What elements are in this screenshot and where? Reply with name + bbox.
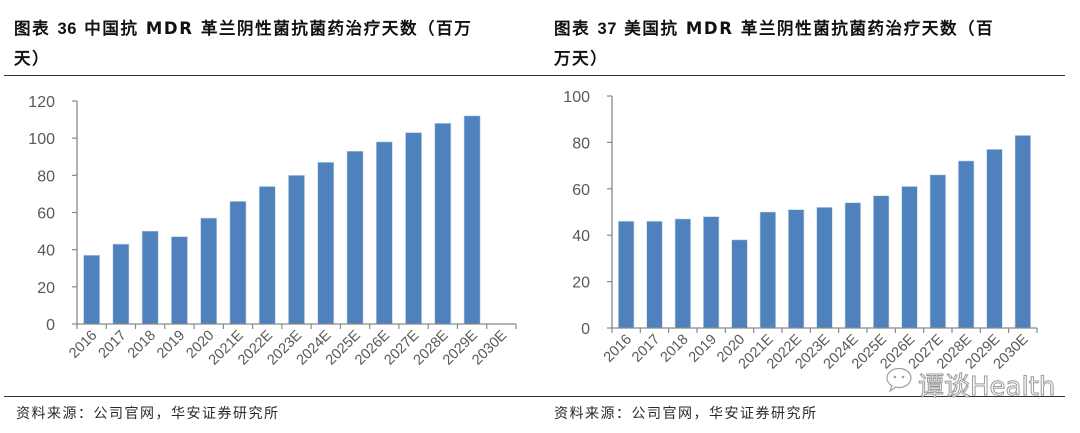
left-figure-title: 图表 36 中国抗 MDR 革兰阴性菌抗菌药治疗天数（百万 天） [14,14,472,73]
right-y-tick-label: 0 [581,321,590,338]
left-y-tick-label: 40 [37,243,55,260]
left-x-tick-label: 2016 [66,328,100,362]
right-bar-2020 [731,239,748,329]
left-bar-2022E [258,186,276,325]
right-bar-2017 [646,220,663,329]
right-bar-2021E [759,211,776,329]
left-bar-2025E [346,150,364,325]
left-y-tick-label: 60 [37,206,55,223]
right-title-prefix: 图表 [554,19,598,38]
right-y-tick-label: 100 [563,89,590,106]
right-title-number: 37 [597,20,617,38]
right-bar-chart: 020406080100201620172018201920202021E202… [563,89,1038,372]
left-title-number: 36 [57,20,77,38]
right-y-tick-label: 20 [572,275,590,292]
right-figure-panel: 图表 37 美国抗 MDR 革兰阴性菌抗菌药治疗天数（百 万天） 0 20 40 60… [540,0,1080,433]
right-bar-2028E [958,160,975,329]
right-bar-2025E [873,195,890,329]
right-bar-2027E [929,174,946,329]
right-title-line1: 图表 37 美国抗 MDR 革兰阴性菌抗菌药治疗天数（百 [554,14,994,44]
left-bar-chart: 020406080100120201620172018201920202021E… [28,94,517,368]
right-bottom-divider [540,396,1065,397]
right-y-tick-label: 60 [572,182,590,199]
left-x-tick-label: 2018 [125,328,159,362]
left-bar-2019 [171,236,188,325]
left-bar-2029E [463,115,481,325]
left-bar-2018 [141,230,159,325]
left-title-prefix: 图表 [14,19,58,38]
right-bar-2024E [844,202,861,329]
left-bar-2023E [288,175,305,325]
left-y-tick-label: 20 [37,280,55,297]
left-bar-2020 [200,217,218,325]
left-title-text: 中国抗 MDR 革兰阴性菌抗菌药治疗天数（百万 [76,19,473,38]
right-y-tick-label: 80 [572,135,590,152]
left-bottom-divider [4,396,540,397]
left-source-note: 资料来源：公司官网，华安证券研究所 [16,406,280,422]
wechat-icon [886,367,912,393]
right-bar-2019 [703,216,720,329]
left-bar-2017 [112,243,130,325]
left-y-tick-label: 120 [28,94,55,111]
left-top-divider [4,75,540,76]
left-bar-2021E [229,201,247,325]
right-x-tick-label: 2019 [686,332,720,366]
right-bar-2023E [816,207,833,329]
right-title-text: 美国抗 MDR 革兰阴性菌抗菌药治疗天数（百 [616,19,995,38]
left-x-tick-label: 2019 [154,328,188,362]
left-title-line2: 天） [14,49,51,68]
right-x-tick-label: 2018 [658,332,692,366]
left-bar-2028E [434,122,452,325]
right-bar-2030E [1014,135,1031,329]
right-source-note: 资料来源：公司官网，华安证券研究所 [554,406,818,422]
right-bar-2026E [901,186,918,329]
right-top-divider [540,75,1065,76]
right-x-tick-label: 2017 [629,332,663,366]
left-figure-panel: 图表 36 中国抗 MDR 革兰阴性菌抗菌药治疗天数（百万 天） 0 20 40 60… [4,14,540,422]
left-bar-2026E [375,141,393,325]
left-y-tick-label: 100 [28,131,55,148]
right-bar-2016 [618,220,635,329]
left-bar-2027E [405,132,422,325]
left-bar-2024E [317,162,335,325]
right-bar-2022E [788,209,805,329]
right-bar-2029E [986,149,1003,329]
right-title-line2: 万天） [554,49,609,68]
left-y-tick-label: 0 [46,317,55,334]
left-y-tick-label: 80 [37,168,55,185]
right-figure-title: 图表 37 美国抗 MDR 革兰阴性菌抗菌药治疗天数（百 万天） [554,14,994,73]
watermark-text: 谭谈Health [917,372,1056,403]
left-title-line1: 图表 36 中国抗 MDR 革兰阴性菌抗菌药治疗天数（百万 [14,14,472,44]
left-bar-2016 [83,254,100,325]
right-bar-2018 [674,218,691,329]
right-x-tick-label: 2016 [601,332,635,366]
left-x-tick-label: 2017 [96,328,130,362]
right-y-tick-label: 40 [572,228,590,245]
